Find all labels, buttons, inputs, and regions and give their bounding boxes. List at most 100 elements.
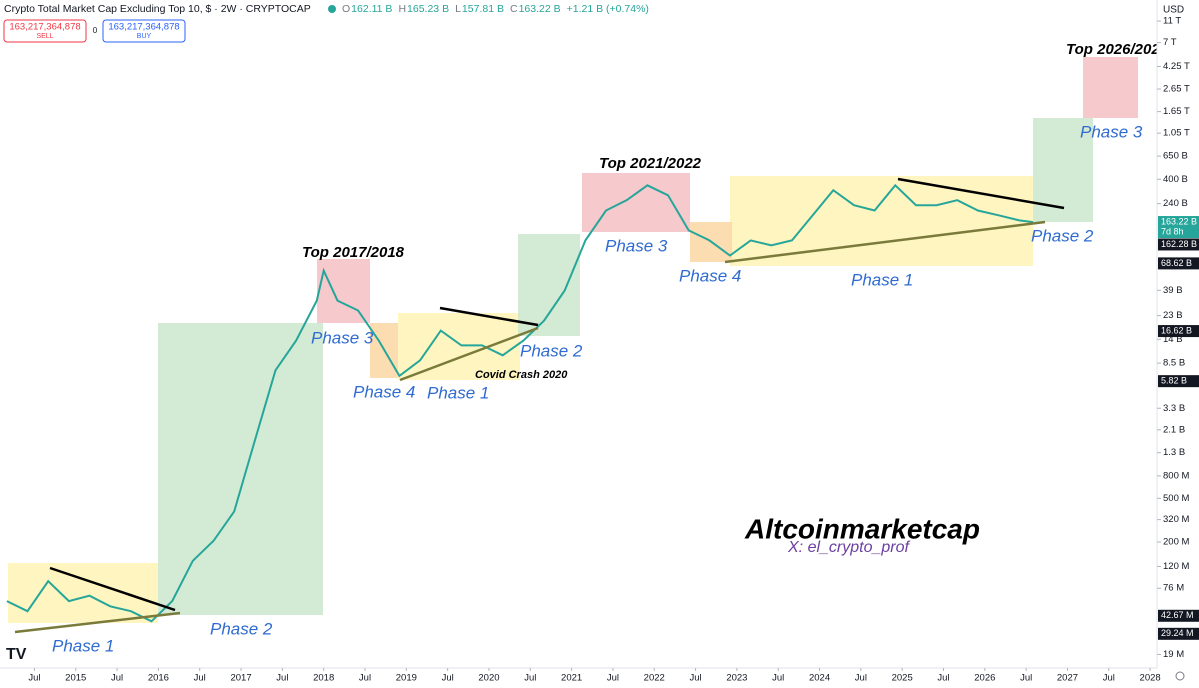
x-tick-label: Jul <box>194 673 206 683</box>
y-tick-label: 500 M <box>1163 493 1189 504</box>
trendlines <box>14 177 1065 634</box>
symbol: Crypto Total Market Cap Excluding Top 10… <box>4 3 311 15</box>
trendline <box>399 326 539 382</box>
ohlc: O162.11 B H165.23 B L157.81 B C163.22 B +1.2… <box>342 3 649 15</box>
x-tick-label: 2019 <box>396 673 417 683</box>
x-tick-label: 2015 <box>65 673 86 683</box>
price-label-bg <box>1158 627 1199 640</box>
x-tick-label: 2026 <box>974 673 995 683</box>
ohlc-value: 165.23 B <box>407 3 449 15</box>
x-tick-label: 2021 <box>561 673 582 683</box>
price-label-note: 7d 8h <box>1161 226 1184 236</box>
annotation: Phase 4 <box>679 266 741 285</box>
x-tick-label: Jul <box>937 673 949 683</box>
sell-button[interactable] <box>3 19 87 43</box>
ohlc-value: 157.81 B <box>462 3 504 15</box>
y-tick-label: 3.3 B <box>1163 403 1185 414</box>
price-label: 163.22 B <box>1161 216 1197 226</box>
x-tick-label: 2028 <box>1140 673 1161 683</box>
x-tick-label: 2018 <box>313 673 334 683</box>
annotation: Phase 1 <box>427 383 489 402</box>
x-tick-label: Jul <box>111 673 123 683</box>
x-tick-label: Jul <box>442 673 454 683</box>
price-label: 162.28 B <box>1161 239 1197 249</box>
sell-price[interactable]: 163,217,364,878 <box>9 22 80 33</box>
change: +1.21 B (+0.74%) <box>567 3 649 15</box>
price-label: 68.62 B <box>1161 258 1192 268</box>
x-axis: Jul 2015 Jul 2016 Jul 2017 Jul 2018 Jul 2019 Jul 20… <box>28 668 1161 684</box>
y-tick-label: 800 M <box>1163 470 1189 481</box>
annotation: Phase 3 <box>311 328 374 347</box>
trendline <box>14 611 181 634</box>
price-label-bg <box>1158 609 1199 622</box>
zone <box>158 323 323 615</box>
x-tick-label: 2025 <box>892 673 913 683</box>
y-tick-label: 19 M <box>1163 649 1184 660</box>
y-tick-label: 2.65 T <box>1163 84 1190 95</box>
x-tick-label: Jul <box>855 673 867 683</box>
annotation: Phase 2 <box>1031 226 1094 245</box>
y-tick-label: 320 M <box>1163 514 1189 525</box>
price-label: 42.67 M <box>1161 610 1194 620</box>
y-axis: 11 T 7 T 4.25 T 2.65 T 1.65 T 1.05 T 650 B 400 … <box>1157 16 1199 660</box>
x-tick-label: Jul <box>1103 673 1115 683</box>
y-tick-label: 7 T <box>1163 37 1177 48</box>
x-tick-label: Jul <box>772 673 784 683</box>
price-label: 5.82 B <box>1161 376 1187 386</box>
header: Crypto Total Market Cap Excluding Top 10… <box>3 3 649 43</box>
zone <box>317 259 370 323</box>
x-tick-label: Jul <box>607 673 619 683</box>
y-tick-label: 76 M <box>1163 583 1184 594</box>
annotation: Phase 3 <box>1080 122 1143 141</box>
annotation: Phase 3 <box>605 236 668 255</box>
trendline <box>897 177 1065 210</box>
zone <box>398 313 520 380</box>
annotation: Phase 1 <box>851 270 913 289</box>
ohlc-key: O <box>342 3 350 15</box>
annotation: Phase 2 <box>210 619 273 638</box>
y-tick-label: 4.25 T <box>1163 61 1190 72</box>
x-tick-label: Jul <box>28 673 40 683</box>
annotation: Top 2021/2022 <box>599 155 702 172</box>
currency: USD <box>1163 5 1184 16</box>
buy-button[interactable] <box>102 19 186 43</box>
price-label-bg <box>1158 325 1199 338</box>
y-tick-label: 1.05 T <box>1163 128 1190 139</box>
settings-icon[interactable] <box>1175 671 1185 681</box>
y-tick-label: 1.3 B <box>1163 447 1185 458</box>
y-tick-label: 11 T <box>1163 16 1181 27</box>
zone <box>1083 57 1138 118</box>
spread: 0 <box>93 26 98 35</box>
price-label-bg <box>1158 216 1199 239</box>
annotation: Top 2026/202 <box>1066 41 1160 58</box>
x-tick-label: Jul <box>359 673 371 683</box>
buy-price[interactable]: 163,217,364,878 <box>108 22 179 33</box>
buy-label[interactable]: BUY <box>137 33 152 40</box>
y-tick-label: 650 B <box>1163 151 1188 162</box>
trendline <box>724 220 1046 264</box>
y-tick-label: 8.5 B <box>1163 358 1185 369</box>
price-line <box>6 183 1034 623</box>
x-tick-label: 2027 <box>1057 673 1078 683</box>
zones <box>8 57 1138 623</box>
price-label-bg <box>1158 238 1199 251</box>
logo: TV <box>6 646 27 663</box>
ohlc-key: C <box>510 3 518 15</box>
price-label-bg <box>1158 257 1199 270</box>
annotation: Top 2017/2018 <box>302 244 405 261</box>
annotations: Phase 1 Phase 2 Top 2017/2018 Phase 3 Ph… <box>52 41 1160 656</box>
y-tick-label: 14 B <box>1163 334 1183 345</box>
y-tick-label: 23 B <box>1163 310 1183 321</box>
trendline <box>49 566 176 612</box>
ohlc-value: 162.11 B <box>351 3 392 15</box>
sell-label[interactable]: SELL <box>36 33 53 40</box>
y-tick-label: 2.1 B <box>1163 424 1185 435</box>
ohlc-key: L <box>455 3 461 15</box>
y-tick-label: 1.65 T <box>1163 106 1190 117</box>
x-tick-label: 2017 <box>230 673 251 683</box>
x-tick-label: Jul <box>276 673 288 683</box>
x-tick-label: Jul <box>1020 673 1032 683</box>
x-tick-label: 2020 <box>478 673 499 683</box>
